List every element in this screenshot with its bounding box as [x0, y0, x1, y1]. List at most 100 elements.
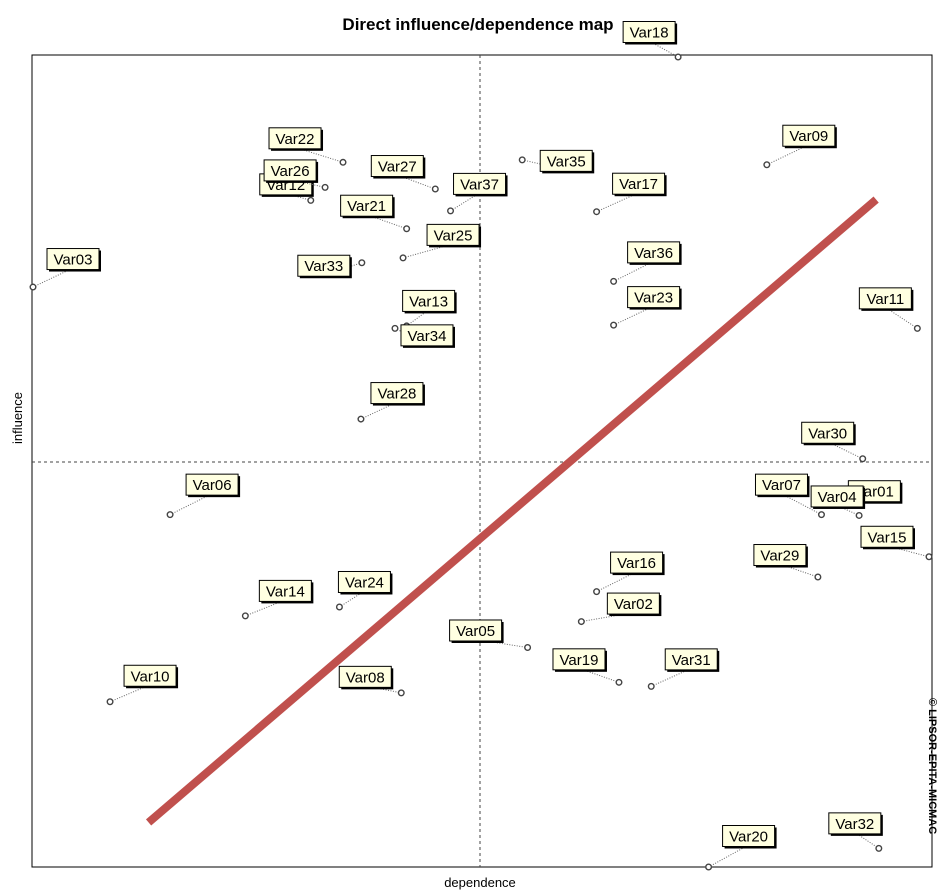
- data-point-marker: [339, 158, 347, 166]
- data-point-marker: [106, 698, 114, 706]
- label-box: [185, 473, 239, 496]
- point-label: Var04: [818, 489, 857, 506]
- data-point-marker: [814, 573, 822, 581]
- plot-frame: [31, 54, 933, 868]
- label-box: [627, 241, 681, 264]
- label-box: [337, 570, 391, 593]
- point-var17: Var17: [593, 172, 667, 216]
- data-point-marker: [610, 277, 618, 285]
- point-var10: Var10: [106, 664, 179, 706]
- point-label: Var03: [54, 252, 93, 269]
- point-var32: Var32: [828, 812, 883, 852]
- data-point-marker: [399, 254, 407, 262]
- label-box: [810, 485, 864, 508]
- point-var04: Var04: [810, 485, 866, 519]
- label-box: [400, 324, 454, 347]
- data-point-marker: [321, 183, 329, 191]
- point-label: Var34: [408, 328, 447, 345]
- label-box: [858, 287, 912, 310]
- label-box: [258, 579, 312, 602]
- point-label: Var23: [634, 290, 673, 307]
- point-var14: Var14: [241, 579, 314, 620]
- point-label: Var07: [762, 477, 801, 494]
- data-point-marker: [925, 553, 933, 561]
- data-point-marker: [763, 161, 771, 169]
- label-box: [722, 825, 776, 847]
- point-var37: Var37: [447, 172, 508, 215]
- point-label: Var37: [460, 176, 499, 193]
- point-var31: Var31: [647, 648, 720, 690]
- leader-line: [294, 146, 344, 163]
- point-var35: Var35: [518, 149, 595, 174]
- point-var28: Var28: [357, 382, 425, 423]
- point-var20: Var20: [705, 825, 777, 871]
- point-label: Var33: [304, 258, 343, 275]
- point-label: Var36: [634, 245, 673, 262]
- data-point-marker: [875, 844, 883, 852]
- label-box: [426, 223, 480, 246]
- x-axis-label: dependence: [444, 875, 516, 890]
- point-var19: Var19: [552, 648, 623, 686]
- point-label: Var24: [345, 574, 384, 591]
- data-point-marker: [593, 588, 601, 596]
- point-label: Var11: [866, 291, 904, 308]
- trend-line: [145, 196, 879, 826]
- data-point-marker: [307, 196, 315, 204]
- chart-title: Direct influence/dependence map: [342, 15, 613, 34]
- label-box: [46, 248, 100, 271]
- point-label: Var27: [378, 159, 417, 176]
- data-point-marker: [29, 283, 37, 291]
- data-point-marker: [335, 603, 343, 611]
- label-box: [123, 664, 177, 687]
- data-point-marker: [615, 678, 623, 686]
- label-box: [370, 382, 424, 405]
- data-point-marker: [241, 612, 249, 620]
- label-box: [552, 648, 606, 671]
- data-point-marker: [397, 689, 405, 697]
- point-var05: Var05: [449, 619, 532, 651]
- label-box: [370, 155, 424, 178]
- point-label: Var21: [347, 198, 386, 215]
- point-label: Var02: [614, 596, 653, 613]
- point-var33: Var33: [297, 254, 366, 279]
- data-point-marker: [610, 321, 618, 329]
- label-box: [754, 473, 808, 496]
- point-var24: Var24: [335, 570, 393, 611]
- data-point-marker: [166, 511, 174, 519]
- point-label: Var09: [789, 128, 828, 145]
- point-var13: Var13: [402, 289, 457, 330]
- point-label: Var13: [409, 293, 448, 310]
- point-var22: Var22: [268, 127, 347, 166]
- label-box: [338, 665, 392, 688]
- label-box: [539, 149, 593, 172]
- point-var09: Var09: [763, 124, 837, 169]
- y-axis-label: influence: [10, 392, 25, 444]
- point-label: Var17: [619, 176, 658, 193]
- point-label: Var26: [271, 163, 310, 180]
- data-point-marker: [357, 415, 365, 423]
- label-box: [828, 812, 882, 835]
- point-label: Var14: [266, 583, 305, 600]
- point-label: Var16: [617, 555, 656, 572]
- point-var25: Var25: [399, 223, 482, 262]
- data-point-marker: [391, 324, 399, 332]
- label-box: [801, 421, 855, 444]
- point-label: Var20: [729, 829, 768, 846]
- data-point-marker: [524, 643, 532, 651]
- label-box: [627, 286, 681, 309]
- label-box: [664, 648, 718, 671]
- leader-line: [289, 178, 326, 188]
- label-box: [449, 619, 503, 642]
- point-label: Var19: [560, 652, 599, 669]
- leader-line: [766, 144, 810, 166]
- leader-line: [169, 493, 213, 516]
- point-var03: Var03: [29, 248, 101, 291]
- label-box: [297, 254, 351, 277]
- label-box: [782, 124, 836, 147]
- label-box: [340, 194, 394, 217]
- point-label: Var06: [193, 477, 232, 494]
- label-box: [268, 127, 322, 150]
- label-box: [263, 159, 317, 182]
- data-point-marker: [447, 207, 455, 215]
